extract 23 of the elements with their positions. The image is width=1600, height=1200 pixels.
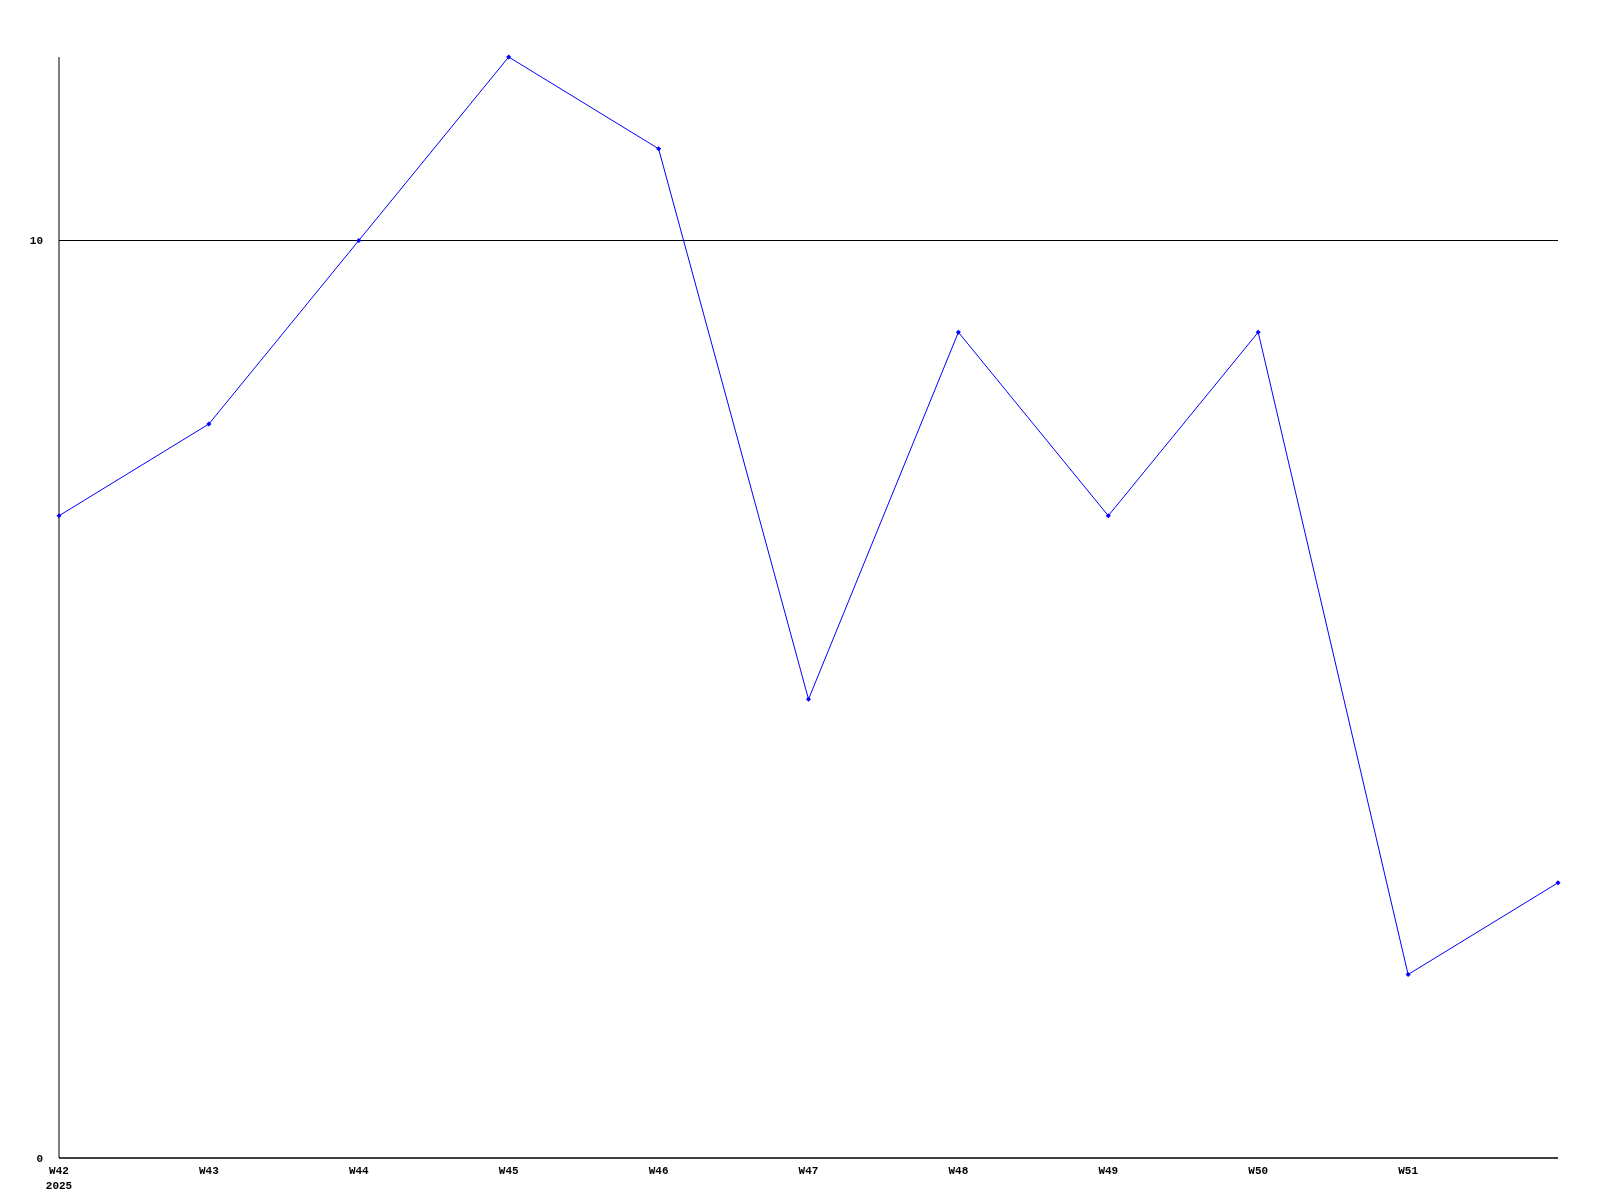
x-tick-label: W48 — [948, 1165, 969, 1177]
point — [506, 54, 512, 60]
point — [56, 513, 62, 519]
x-tick-label: W50 — [1248, 1165, 1269, 1177]
point — [1405, 972, 1411, 977]
x-tick-label: W42 2025 — [45, 1165, 73, 1192]
y-tick-label: 0 — [36, 1152, 43, 1165]
y-tick-label: 10 — [29, 235, 43, 248]
x-tick-label: W46 — [648, 1165, 669, 1177]
x-tick-label: W49 — [1098, 1165, 1119, 1177]
point — [1255, 329, 1261, 335]
x-tick-label: W43 — [198, 1165, 220, 1177]
point — [1555, 880, 1561, 886]
point — [206, 421, 212, 427]
point — [955, 329, 961, 335]
point — [1105, 513, 1111, 519]
point — [806, 696, 811, 702]
point — [656, 146, 662, 152]
x-tick-label: W51 — [1398, 1165, 1419, 1177]
x-tick-label: W44 — [348, 1165, 370, 1177]
x-tick-label: W45 — [498, 1165, 519, 1177]
point — [356, 238, 362, 243]
x-tick-label: W47 — [798, 1165, 819, 1177]
